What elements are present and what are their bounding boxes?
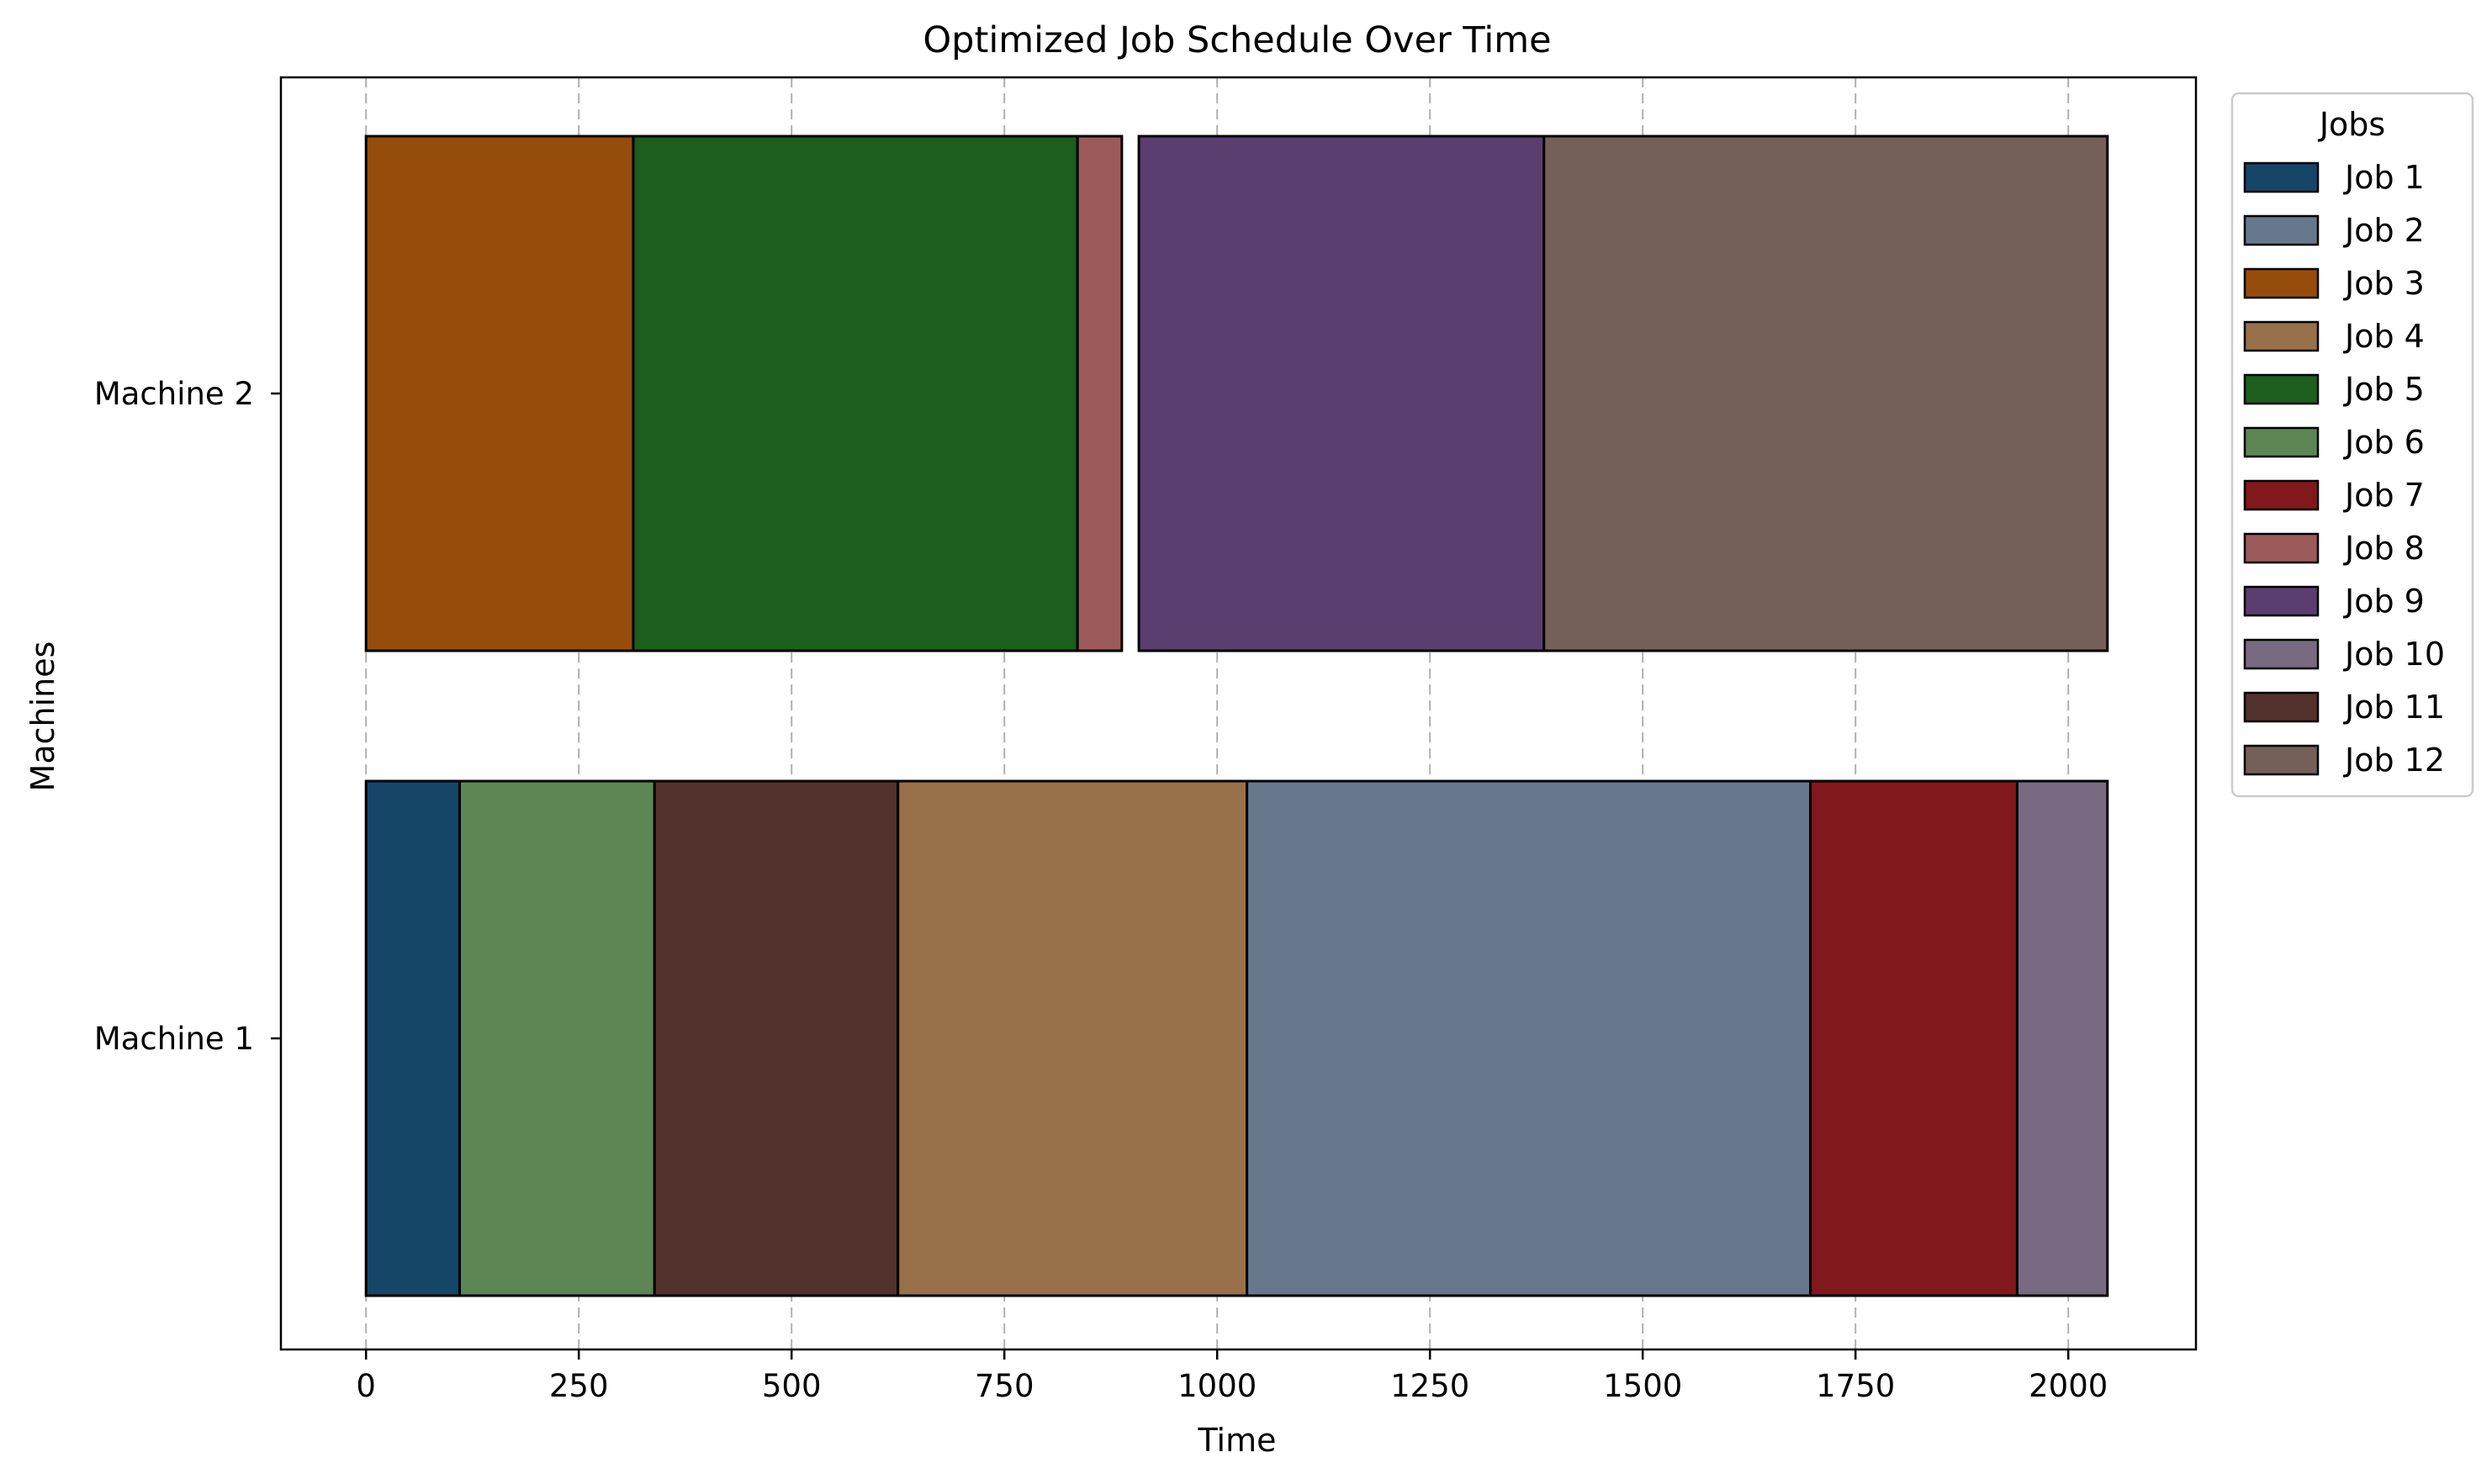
legend-swatch	[2243, 426, 2320, 458]
legend-label: Job 10	[2343, 636, 2445, 673]
y-axis-label: Machines	[24, 642, 61, 792]
legend: Jobs Job 1 Job 2 Job 3 Job 4 Job 5 Job 6 Job 7…	[2230, 92, 2474, 798]
legend-swatch	[2243, 214, 2320, 246]
legend-label: Job 1	[2343, 159, 2425, 196]
bar-job-2	[1246, 779, 1812, 1297]
y-axis-ticks: Machine 1 Machine 2	[94, 376, 281, 1057]
legend-swatch	[2243, 532, 2320, 564]
x-tick-label: 750	[975, 1368, 1034, 1404]
legend-swatch	[2243, 691, 2320, 723]
bars	[364, 135, 2109, 1297]
bar-job-11	[653, 779, 900, 1297]
legend-swatch	[2243, 744, 2320, 776]
legend-label: Job 8	[2343, 530, 2425, 567]
x-tick-label: 1250	[1390, 1368, 1469, 1404]
legend-swatch	[2243, 373, 2320, 405]
y-tick-label: Machine 2	[94, 376, 254, 412]
chart-title: Optimized Job Schedule Over Time	[923, 19, 1551, 61]
legend-items: Job 1 Job 2 Job 3 Job 4 Job 5 Job 6 Job 7 Job 8…	[2243, 159, 2445, 779]
bar-job-9	[1137, 135, 1546, 652]
bar-job-12	[1542, 135, 2109, 652]
x-tick-label: 250	[549, 1368, 609, 1404]
legend-swatch	[2243, 479, 2320, 511]
x-axis-ticks: 0 250 500 750 1000 1250 1500 1750 2000	[356, 1349, 2108, 1404]
plot-frame	[279, 76, 2198, 1351]
bar-job-10	[2015, 779, 2109, 1297]
legend-swatch	[2243, 638, 2320, 670]
legend-label: Job 2	[2343, 212, 2425, 249]
bar-job-1	[364, 779, 462, 1297]
legend-label: Job 4	[2343, 318, 2425, 355]
x-tick-label: 1750	[1816, 1368, 1895, 1404]
bar-job-5	[632, 135, 1079, 652]
bar-job-3	[364, 135, 635, 652]
legend-label: Job 3	[2343, 265, 2425, 302]
legend-label: Job 11	[2343, 689, 2445, 726]
bar-job-4	[897, 779, 1249, 1297]
x-tick-label: 2000	[2029, 1368, 2108, 1404]
bar-job-6	[458, 779, 656, 1297]
bar-job-8	[1076, 135, 1124, 652]
legend-label: Job 12	[2343, 742, 2445, 779]
x-tick-label: 0	[356, 1368, 376, 1404]
y-tick-label: Machine 1	[94, 1021, 254, 1057]
legend-label: Job 5	[2343, 371, 2425, 408]
legend-label: Job 7	[2343, 477, 2425, 514]
x-tick-label: 1000	[1177, 1368, 1257, 1404]
bar-job-7	[1809, 779, 2018, 1297]
x-axis-label: Time	[1198, 1422, 1277, 1459]
legend-label: Job 6	[2343, 424, 2425, 461]
legend-swatch	[2243, 161, 2320, 193]
legend-swatch	[2243, 585, 2320, 617]
legend-label: Job 9	[2343, 583, 2425, 620]
legend-swatch	[2243, 320, 2320, 352]
legend-title: Jobs	[2318, 106, 2385, 143]
x-tick-label: 1500	[1603, 1368, 1682, 1404]
legend-swatch	[2243, 267, 2320, 299]
x-tick-label: 500	[762, 1368, 822, 1404]
